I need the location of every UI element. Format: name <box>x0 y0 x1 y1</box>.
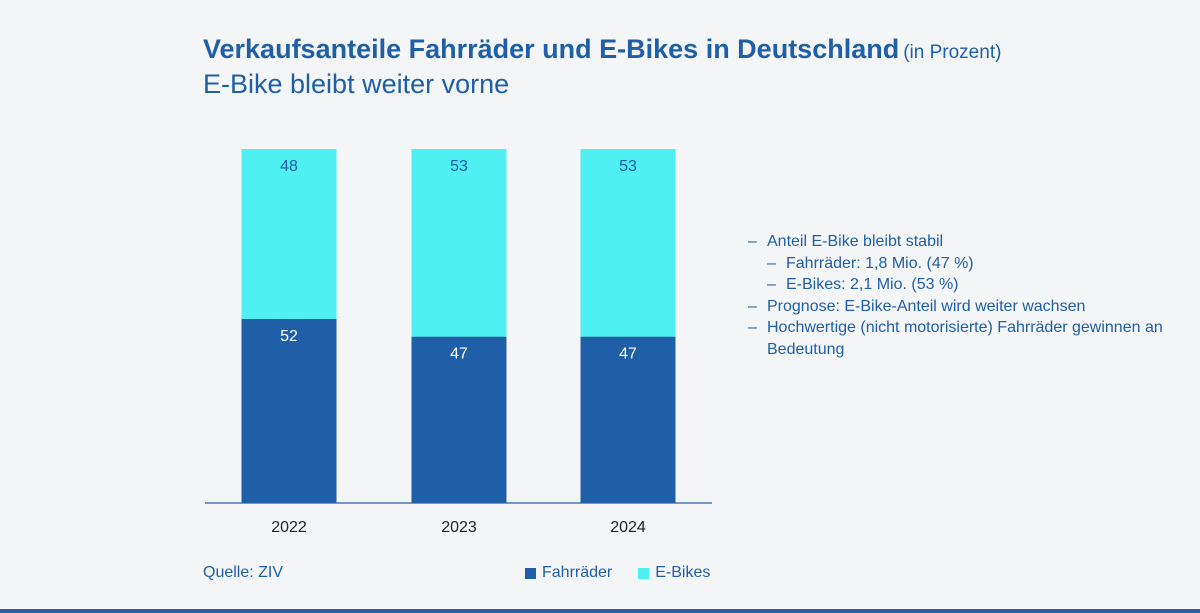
legend-label-fahrraeder: Fahrräder <box>542 564 613 581</box>
note-sublist: Fahrräder: 1,8 Mio. (47 %) E-Bikes: 2,1 … <box>767 253 1200 296</box>
note-item-ebike-share: Anteil E-Bike bleibt stabil Fahrräder: 1… <box>748 231 1200 296</box>
note-item-quality-bikes: Hochwertige (nicht motorisierte) Fahrräd… <box>748 317 1200 360</box>
x-tick-label-2023: 2023 <box>441 519 477 536</box>
bar-ebikes-2022 <box>241 149 337 319</box>
bottom-rule <box>0 609 1200 613</box>
data-label-fahrraeder-2023: 47 <box>450 346 468 363</box>
chart-header: Verkaufsanteile Fahrräder und E-Bikes in… <box>203 34 1001 100</box>
legend-item-ebikes: E-Bikes <box>638 564 710 582</box>
legend-label-ebikes: E-Bikes <box>655 564 711 581</box>
chart-subtitle: E-Bike bleibt weiter vorne <box>203 69 510 99</box>
legend-item-fahrraeder: Fahrräder <box>525 564 612 582</box>
chart-title-text: Verkaufsanteile Fahrräder und E-Bikes in… <box>203 34 900 64</box>
data-label-ebikes-2022: 48 <box>280 158 298 175</box>
chart-title-unit: (in Prozent) <box>903 42 1002 63</box>
bar-fahrraeder-2022 <box>241 318 337 503</box>
note-text: Prognose: E-Bike-Anteil wird weiter wach… <box>767 297 1086 315</box>
notes-list: Anteil E-Bike bleibt stabil Fahrräder: 1… <box>748 231 1200 360</box>
note-text: Hochwertige (nicht motorisierte) Fahrräd… <box>767 319 1163 358</box>
bar-fahrraeder-2024 <box>580 336 676 503</box>
note-item-forecast: Prognose: E-Bike-Anteil wird weiter wach… <box>748 296 1200 318</box>
legend-swatch-ebikes <box>638 567 650 579</box>
chart-legend: Fahrräder E-Bikes <box>525 564 736 582</box>
data-label-fahrraeder-2022: 52 <box>280 328 298 345</box>
chart-title: Verkaufsanteile Fahrräder und E-Bikes in… <box>203 34 1001 65</box>
note-subitem-text: E-Bikes: 2,1 Mio. (53 %) <box>786 276 959 293</box>
data-label-ebikes-2024: 53 <box>619 158 637 175</box>
note-subitem-text: Fahrräder: 1,8 Mio. (47 %) <box>786 254 974 272</box>
data-label-ebikes-2023: 53 <box>450 158 468 175</box>
data-label-fahrraeder-2024: 47 <box>619 346 637 363</box>
x-tick-label-2024: 2024 <box>610 519 646 536</box>
bar-fahrraeder-2023 <box>411 336 507 503</box>
note-subitem-ebikes: E-Bikes: 2,1 Mio. (53 %) <box>767 274 1200 296</box>
bar-ebikes-2024 <box>580 149 676 337</box>
x-tick-label-2022: 2022 <box>271 519 307 536</box>
legend-swatch-fahrraeder <box>525 567 536 579</box>
source-label: Quelle: ZIV <box>203 564 284 581</box>
note-subitem-fahrraeder: Fahrräder: 1,8 Mio. (47 %) <box>767 253 1200 275</box>
bar-ebikes-2023 <box>411 149 507 337</box>
note-text: Anteil E-Bike bleibt stabil <box>767 233 944 250</box>
